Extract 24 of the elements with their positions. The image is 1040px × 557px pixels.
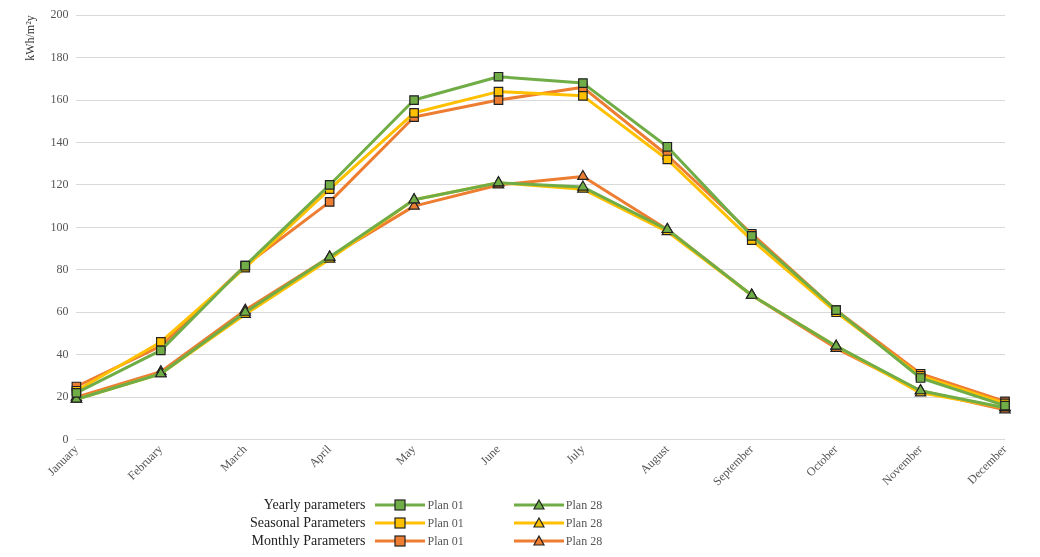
legend-label: Plan 28 <box>565 515 603 532</box>
y-tick-label: 140 <box>50 134 69 149</box>
y-tick-label: 40 <box>56 346 69 361</box>
y-tick-label: 0 <box>62 431 69 446</box>
legend-label: Plan 01 <box>427 533 464 550</box>
y-tick-label: 120 <box>50 177 69 192</box>
legend-label: Plan 28 <box>565 533 603 550</box>
legend-label: Plan 28 <box>565 497 603 514</box>
y-tick-label: 100 <box>50 219 69 234</box>
y-axis-title: kWh/m²y <box>23 15 38 61</box>
x-tick-label: June <box>477 442 503 468</box>
text: Yearly parameters <box>262 496 366 514</box>
y-tick-label: 180 <box>50 49 69 64</box>
x-tick-label: May <box>392 442 419 468</box>
y-tick-label: 160 <box>50 92 69 107</box>
y-tick-label: 60 <box>56 304 69 319</box>
y-tick-label: 20 <box>56 389 69 404</box>
y-tick-label: 200 <box>50 7 69 22</box>
text: Seasonal Parameters <box>250 514 366 532</box>
x-tick-label: July <box>563 442 588 467</box>
legend-label: Plan 01 <box>427 497 464 514</box>
y-tick-label: 80 <box>56 261 69 276</box>
text: Monthly Parameters <box>250 532 366 550</box>
legend-label: Plan 01 <box>427 515 464 532</box>
